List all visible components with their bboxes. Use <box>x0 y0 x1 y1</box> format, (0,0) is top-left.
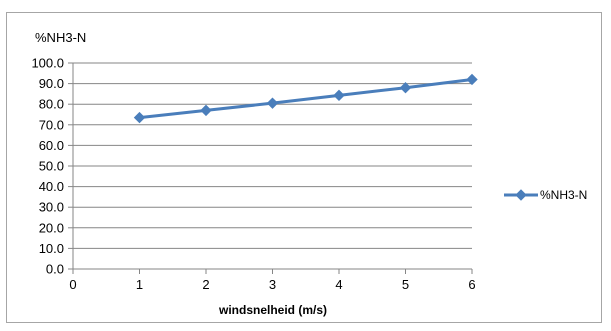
y-tick-label: 100.0 <box>31 56 64 71</box>
x-tick-label: 6 <box>468 277 475 292</box>
y-tick-label: 70.0 <box>39 117 64 132</box>
x-tick-label: 4 <box>335 277 342 292</box>
x-tick-label: 1 <box>136 277 143 292</box>
x-tick-labels: 0 1 2 3 4 5 6 <box>69 277 475 292</box>
line-chart: %NH3-N 0.0 10.0 20.0 30.0 40.0 50.0 60.0 70.0 80… <box>31 30 587 317</box>
y-tick-label: 90.0 <box>39 76 64 91</box>
legend-marker <box>515 189 527 201</box>
y-tick-label: 80.0 <box>39 97 64 112</box>
y-axis-title: %NH3-N <box>35 30 86 45</box>
data-point <box>200 104 212 117</box>
gridlines <box>68 62 473 274</box>
data-point <box>266 97 279 109</box>
y-tick-labels: 0.0 10.0 20.0 30.0 40.0 50.0 60.0 70.0 80.0 90.0 1… <box>31 56 64 277</box>
series-line <box>139 77 473 120</box>
x-tick-label: 0 <box>69 277 76 292</box>
x-tick-label: 3 <box>269 277 276 292</box>
chart-area: %NH3-N 0.0 10.0 20.0 30.0 40.0 50.0 60.0 70.0 80… <box>6 12 602 323</box>
y-tick-label: 60.0 <box>39 138 64 153</box>
y-tick-label: 20.0 <box>39 220 64 235</box>
y-tick-label: 50.0 <box>39 159 64 174</box>
data-point <box>466 73 478 86</box>
x-tick-label: 2 <box>202 277 209 292</box>
legend-label: %NH3-N <box>540 188 587 202</box>
data-point <box>399 82 412 94</box>
data-point <box>333 89 345 102</box>
y-tick-label: 0.0 <box>46 262 64 277</box>
y-tick-label: 10.0 <box>39 241 64 256</box>
legend: %NH3-N <box>504 188 587 202</box>
y-tick-label: 30.0 <box>39 200 64 215</box>
y-tick-label: 40.0 <box>39 179 64 194</box>
data-point <box>133 111 146 124</box>
series-layer <box>133 73 478 124</box>
x-axis-title: windsnelheid (m/s) <box>218 303 327 317</box>
x-tick-label: 5 <box>402 277 409 292</box>
